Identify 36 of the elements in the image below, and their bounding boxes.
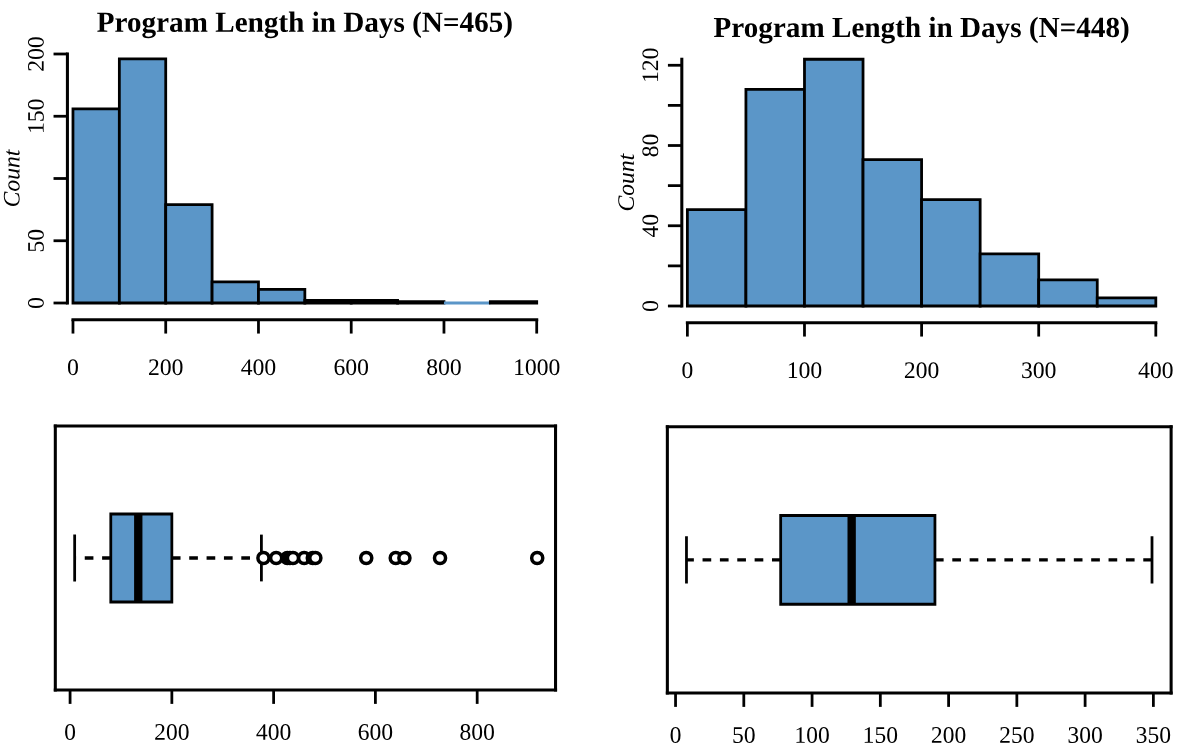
x-tick-label: 0 <box>67 359 78 376</box>
x-tick-label: 0 <box>682 362 693 379</box>
y-tick-label: 120 <box>642 48 659 81</box>
x-tick-label: 1000 <box>515 359 560 376</box>
x-tick-label: 800 <box>460 724 494 740</box>
x-tick-label: 400 <box>1138 362 1173 379</box>
x-tick-label: 200 <box>155 724 189 740</box>
x-tick-label: 800 <box>427 359 461 376</box>
x-tick-label: 150 <box>864 727 898 743</box>
x-tick-label: 600 <box>358 724 393 740</box>
x-tick-label: 100 <box>796 727 829 743</box>
x-tick-label: 300 <box>1068 727 1102 743</box>
x-tick-label: 100 <box>788 362 822 379</box>
x-tick-label: 400 <box>256 724 291 740</box>
y-tick-label: 40 <box>642 214 659 238</box>
x-tick-label: 200 <box>931 727 966 743</box>
x-tick-label: 50 <box>733 727 755 743</box>
y-axis-title: Count <box>618 153 635 211</box>
x-tick-label: 250 <box>1000 727 1034 743</box>
y-tick-label: 150 <box>27 99 44 132</box>
chart-title: Program Length in Days (N=465) <box>97 11 512 39</box>
y-axis-title: Count <box>3 149 20 207</box>
y-tick-label: 80 <box>642 134 659 157</box>
x-tick-label: 350 <box>1136 727 1171 743</box>
y-tick-label: 50 <box>27 229 44 252</box>
chart-title: Program Length in Days (N=448) <box>713 16 1129 44</box>
x-tick-label: 600 <box>334 359 369 376</box>
x-tick-label: 200 <box>149 359 183 376</box>
x-tick-label: 0 <box>65 724 76 740</box>
x-tick-label: 400 <box>241 359 276 376</box>
x-tick-label: 200 <box>904 362 939 379</box>
y-tick-label: 200 <box>27 37 44 71</box>
x-tick-label: 300 <box>1022 362 1056 379</box>
x-tick-label: 0 <box>670 727 681 743</box>
y-tick-label: 0 <box>27 298 44 308</box>
y-tick-label: 0 <box>642 301 659 311</box>
